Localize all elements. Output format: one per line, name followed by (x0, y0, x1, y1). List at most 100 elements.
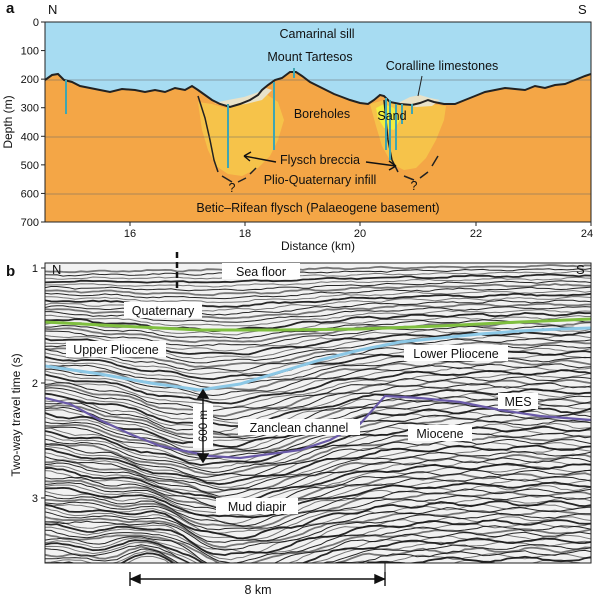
seismic-reflector (45, 429, 591, 469)
seismic-reflector (45, 276, 591, 288)
label-question-left: ? (229, 181, 236, 195)
label-mount-tartesos: Mount Tartesos (267, 50, 352, 64)
seismic-reflector (45, 481, 591, 519)
seismic-reflector (45, 363, 591, 397)
seismic-reflector (45, 545, 591, 563)
label-quaternary-box: Quaternary (124, 302, 202, 318)
seismic-reflector (45, 264, 591, 274)
label-upper-pliocene-box: Upper Pliocene (66, 341, 166, 357)
label-mud-diapir: Mud diapir (228, 500, 286, 514)
panel-b-south: S (576, 262, 585, 277)
label-quaternary: Quaternary (132, 304, 195, 318)
seismic-reflector (45, 340, 591, 368)
seismic-reflector (45, 522, 591, 561)
label-mes-box: MES (498, 393, 538, 409)
flysch-breccia-line-left (197, 95, 257, 183)
seismic-reflector (45, 419, 591, 460)
panel-a-label: a (6, 0, 15, 17)
basement-flysch (45, 72, 591, 222)
seismic-reflector (45, 525, 591, 563)
seismic-reflector (45, 497, 591, 534)
distance-axis-title: Distance (km) (281, 239, 355, 253)
panel-b-seismic-profile: 1 2 3 b N S Two-way travel time (s) Sea fl… (6, 252, 592, 595)
thickness-marker (193, 388, 213, 464)
distance-axis-ticks: 16 18 20 22 24 (124, 222, 593, 240)
seismic-reflector (45, 325, 591, 347)
seismic-reflector (45, 309, 591, 327)
seismic-reflector (45, 422, 591, 463)
depth-axis-ticks: 0 100 200 300 400 500 600 700 (21, 17, 45, 229)
flysch-breccia-line-right (383, 99, 439, 181)
depth-tick-label: 600 (21, 188, 39, 200)
quaternary-horizon (45, 317, 591, 332)
seismic-reflector (45, 434, 591, 476)
seismic-reflector (45, 519, 591, 557)
boreholes (65, 68, 413, 168)
seismic-reflector (45, 494, 591, 531)
label-miocene-box: Miocene (408, 425, 472, 441)
distance-tick-label: 22 (470, 228, 482, 240)
depth-axis-title: Depth (m) (1, 95, 15, 148)
label-boreholes: Boreholes (294, 107, 350, 121)
seismic-reflector (48, 552, 591, 563)
seismic-reflector (45, 282, 591, 297)
seismic-reflector (45, 485, 591, 525)
time-tick-label: 1 (32, 263, 38, 275)
seismic-reflector (45, 475, 591, 515)
seismic-reflector (45, 270, 591, 280)
panel-a-north: N (48, 2, 57, 17)
seismic-reflector (45, 500, 591, 540)
seismic-reflector (45, 506, 591, 543)
seismic-reflector (45, 273, 591, 284)
seismic-reflector (45, 382, 591, 421)
distance-tick-label: 20 (354, 228, 366, 240)
seismic-reflector (45, 534, 591, 563)
label-sea-floor: Sea floor (236, 265, 286, 279)
scale-bar (129, 563, 386, 586)
label-zanclean-box: Zanclean channel (238, 419, 360, 435)
seismic-reflector (45, 548, 591, 563)
depth-tick-label: 100 (21, 46, 39, 58)
time-tick-label: 2 (32, 378, 38, 390)
distance-tick-label: 16 (124, 228, 136, 240)
seismic-reflector (45, 472, 591, 512)
seismic-reflector (45, 289, 591, 304)
seismic-reflector (45, 385, 591, 424)
seismic-reflector (45, 457, 591, 497)
label-basement: Betic–Rifean flysch (Palaeogene basement… (196, 201, 439, 215)
panel-b-frame (44, 262, 592, 564)
label-mud-diapir-box: Mud diapir (216, 498, 298, 514)
coralline-limestone-left (214, 88, 272, 106)
label-coralline-limestones: Coralline limestones (386, 59, 499, 73)
label-flysch-breccia: Flysch breccia (280, 153, 360, 167)
panel-b-label: b (6, 263, 15, 280)
seismic-reflector (45, 450, 591, 491)
seismic-reflector (45, 466, 591, 505)
seismic-reflector (45, 447, 591, 488)
depth-tick-label: 700 (21, 217, 39, 229)
plio-quaternary-infill-left (198, 94, 284, 176)
label-sea-floor-box: Sea floor (222, 263, 300, 279)
label-plio-quaternary-infill: Plio-Quaternary infill (264, 173, 377, 187)
seismic-reflector (45, 438, 591, 478)
seismic-reflector (45, 540, 591, 563)
depth-tick-label: 400 (21, 131, 39, 143)
time-tick-label: 3 (32, 493, 38, 505)
seismic-reflector (45, 280, 591, 292)
seismic-reflector (126, 555, 584, 563)
panel-a-frame (44, 21, 592, 223)
seismic-reflector (45, 268, 591, 277)
sand-body (376, 104, 400, 130)
seismic-reflector (45, 550, 591, 563)
seismic-reflector (45, 369, 591, 405)
leader-coralline (417, 75, 423, 97)
breccia-arrows (243, 151, 397, 171)
label-mes: MES (504, 395, 531, 409)
label-scale: 8 km (244, 583, 271, 595)
seismic-reflector (45, 441, 591, 482)
label-lower-pliocene: Lower Pliocene (413, 347, 499, 361)
seismic-reflectors (45, 264, 591, 563)
seismic-reflector (45, 544, 591, 563)
seismic-reflector (45, 503, 591, 540)
